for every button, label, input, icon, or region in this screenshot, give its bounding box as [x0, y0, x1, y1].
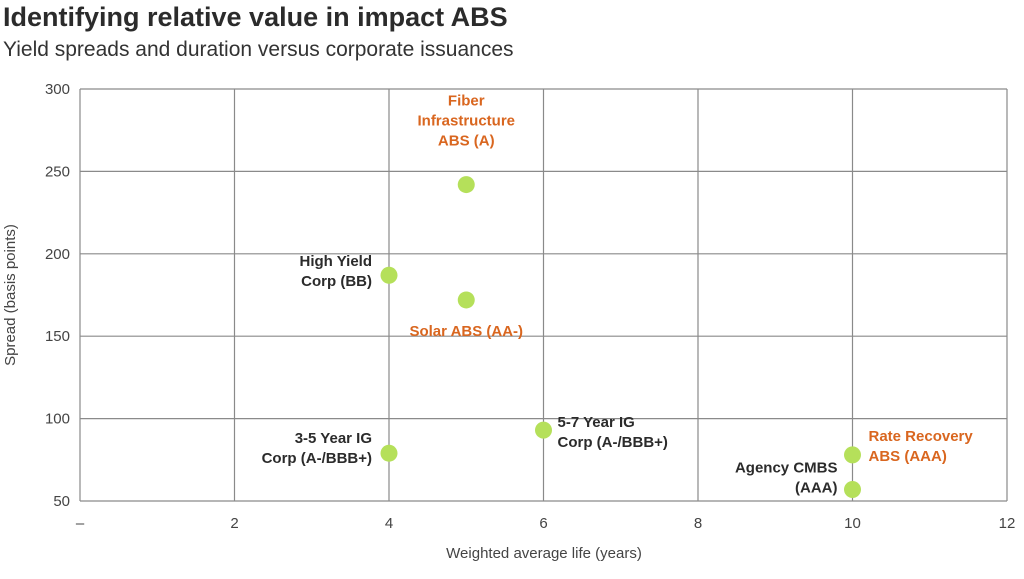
y-tick-label: 250: [45, 163, 70, 180]
point-label-line: 3-5 Year IG: [295, 430, 372, 447]
point-label-line: (AAA): [795, 479, 838, 496]
x-tick-label: 4: [385, 515, 393, 532]
point-label-line: High Yield: [299, 253, 372, 270]
data-point: [844, 446, 861, 464]
y-tick-label: 150: [45, 328, 70, 345]
x-tick-label: 2: [230, 515, 238, 532]
point-label-line: Fiber: [448, 93, 485, 110]
y-tick-label: 50: [53, 493, 70, 510]
point-label: Rate Recovery ABS (AAA): [869, 428, 974, 465]
x-tick-label: 8: [694, 515, 702, 532]
y-tick-label: 100: [45, 411, 70, 428]
point-label: Agency CMBS (AAA): [735, 459, 838, 496]
point-label-line: ABS (A): [438, 133, 495, 150]
point-label-line: Agency CMBS: [735, 459, 838, 476]
point-label: High Yield Corp (BB): [299, 253, 372, 290]
point-label-line: Corp (A-/BBB+): [558, 434, 668, 451]
x-tick-label: –: [76, 515, 85, 532]
point-label-line: Solar ABS (AA-): [409, 323, 523, 340]
y-axis-label: Spread (basis points): [2, 224, 19, 366]
point-label: Fiber Infrastructure ABS (A): [417, 93, 515, 150]
x-tick-label: 6: [539, 515, 547, 532]
data-point: [535, 421, 552, 439]
point-label-line: Corp (BB): [301, 273, 372, 290]
x-tick-label: 10: [844, 515, 861, 532]
point-labels: Fiber Infrastructure ABS (A) High Yield Corp…: [262, 93, 974, 497]
data-points: [380, 176, 861, 498]
y-tick-label: 200: [45, 246, 70, 263]
point-label: Solar ABS (AA-): [409, 323, 523, 340]
y-tick-label: 300: [45, 81, 70, 98]
point-label-line: Corp (A-/BBB+): [262, 450, 372, 467]
point-label: 3-5 Year IG Corp (A-/BBB+): [262, 430, 372, 467]
data-point: [844, 480, 861, 498]
data-point: [380, 444, 398, 462]
chart-title: Identifying relative value in impact ABS: [3, 2, 508, 32]
data-point: [457, 291, 475, 309]
data-point: [457, 176, 475, 194]
y-tick-labels: 50 100 150 200 250 300: [45, 81, 70, 510]
x-tick-labels: – 2 4 6 8 10 12: [76, 515, 1016, 532]
data-point: [380, 266, 398, 284]
point-label-line: 5-7 Year IG: [558, 414, 635, 431]
point-label: 5-7 Year IG Corp (A-/BBB+): [558, 414, 668, 451]
x-axis-label: Weighted average life (years): [446, 545, 642, 562]
grid-lines: [79, 88, 1008, 502]
point-label-line: Infrastructure: [417, 113, 515, 130]
point-label-line: ABS (AAA): [869, 448, 947, 465]
chart-subtitle: Yield spreads and duration versus corpor…: [3, 38, 514, 61]
point-label-line: Rate Recovery: [869, 428, 974, 445]
x-tick-label: 12: [999, 515, 1016, 532]
